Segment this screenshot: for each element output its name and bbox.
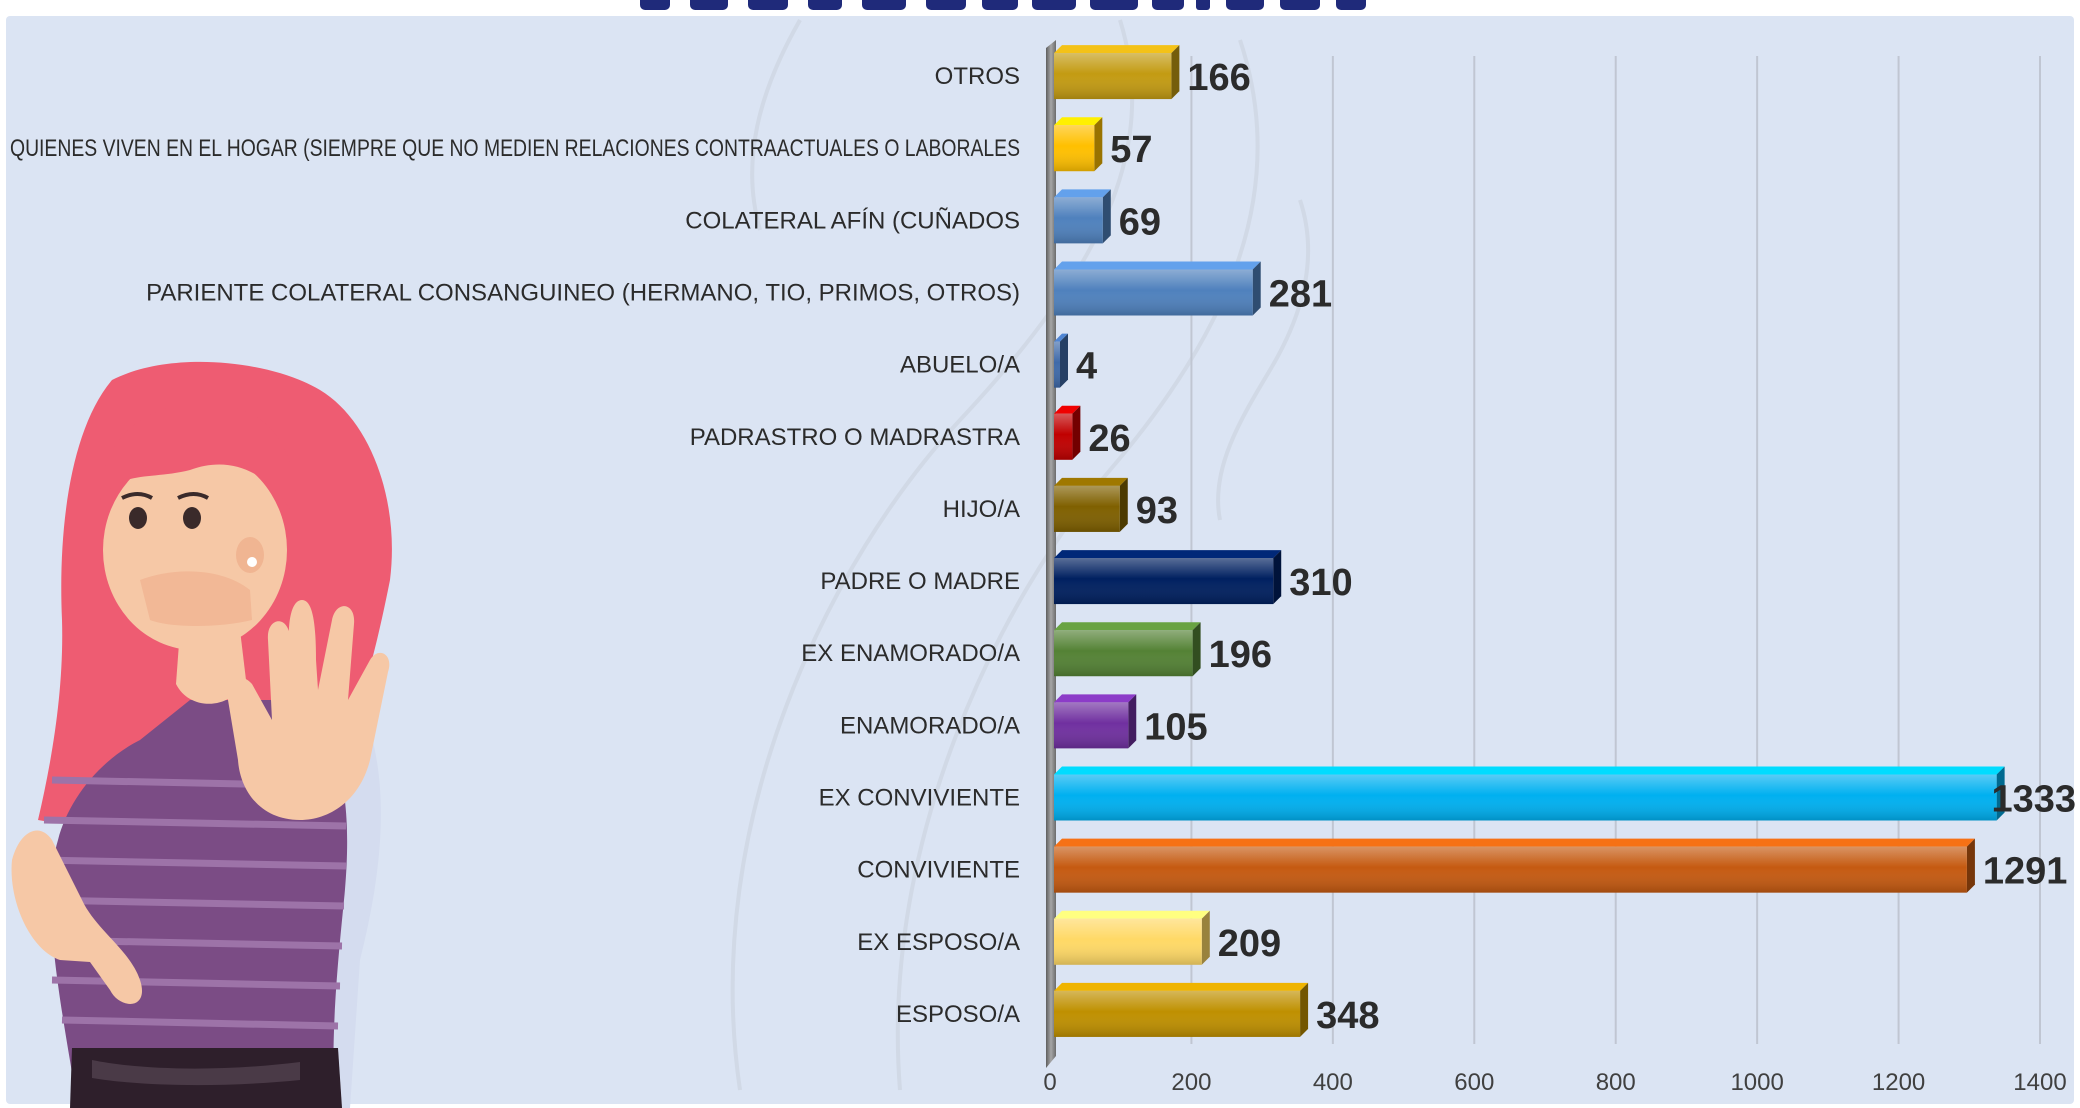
category-label: OTROS bbox=[935, 63, 1020, 90]
value-label: 166 bbox=[1187, 57, 1250, 99]
value-label: 57 bbox=[1110, 129, 1152, 171]
value-label: 196 bbox=[1209, 634, 1272, 676]
x-tick-label: 0 bbox=[1043, 1069, 1056, 1096]
bar bbox=[1054, 910, 1210, 965]
value-label: 1333 bbox=[1991, 779, 2076, 821]
x-tick-label: 400 bbox=[1313, 1069, 1353, 1096]
woman-stop-gesture-illustration bbox=[11, 361, 392, 1108]
bar bbox=[1054, 333, 1068, 388]
chart-gridlines bbox=[1046, 40, 2041, 1068]
bar bbox=[1054, 838, 1975, 893]
value-label: 310 bbox=[1289, 562, 1352, 604]
category-label: EX CONVIVIENTE bbox=[819, 785, 1020, 812]
category-labels: OTROS QUIENES VIVEN EN EL HOGAR (SIEMPRE … bbox=[10, 63, 1020, 1028]
bar bbox=[1054, 694, 1137, 749]
x-tick-label: 200 bbox=[1171, 1069, 1211, 1096]
category-label: ESPOSO/A bbox=[896, 1001, 1020, 1028]
category-label: EX ENAMORADO/A bbox=[801, 640, 1020, 667]
bar bbox=[1054, 622, 1201, 677]
value-label: 281 bbox=[1269, 274, 1332, 316]
cropped-title bbox=[640, 0, 1366, 10]
value-label: 1291 bbox=[1983, 851, 2068, 893]
category-label: CONVIVIENTE bbox=[857, 857, 1020, 884]
category-label: PARIENTE COLATERAL CONSANGUINEO (HERMANO… bbox=[146, 280, 1020, 307]
value-label: 69 bbox=[1119, 201, 1161, 243]
value-label: 209 bbox=[1218, 923, 1281, 965]
background-decoration bbox=[730, 19, 1311, 1091]
x-tick-label: 1000 bbox=[1730, 1069, 1783, 1096]
category-label: QUIENES VIVEN EN EL HOGAR (SIEMPRE QUE N… bbox=[10, 135, 1020, 162]
value-label: 4 bbox=[1076, 346, 1097, 388]
category-label: HIJO/A bbox=[943, 496, 1020, 523]
bar bbox=[1054, 189, 1111, 244]
x-axis-tick-labels: 0 200 400 600 800 1000 1200 1400 bbox=[1043, 1069, 2066, 1096]
x-tick-label: 1200 bbox=[1872, 1069, 1925, 1096]
category-label: COLATERAL AFÍN (CUÑADOS bbox=[685, 207, 1020, 234]
bar bbox=[1054, 766, 2005, 821]
axis-wall bbox=[1046, 40, 1056, 1068]
category-label: EX ESPOSO/A bbox=[857, 929, 1020, 956]
category-label: PADRE O MADRE bbox=[820, 568, 1020, 595]
value-label: 105 bbox=[1144, 706, 1207, 748]
category-label: PADRASTRO O MADRASTRA bbox=[690, 424, 1020, 451]
bar bbox=[1054, 550, 1282, 605]
x-tick-label: 1400 bbox=[2013, 1069, 2066, 1096]
bar bbox=[1054, 261, 1261, 316]
value-label: 26 bbox=[1088, 418, 1130, 460]
category-label: ABUELO/A bbox=[900, 352, 1020, 379]
value-label: 93 bbox=[1136, 490, 1178, 532]
category-label: ENAMORADO/A bbox=[840, 712, 1020, 739]
bar bbox=[1054, 117, 1103, 172]
bar bbox=[1054, 477, 1128, 532]
bar bbox=[1054, 982, 1309, 1037]
chart-bars bbox=[1054, 45, 2005, 1037]
x-tick-label: 600 bbox=[1454, 1069, 1494, 1096]
bar bbox=[1054, 405, 1081, 460]
x-tick-label: 800 bbox=[1596, 1069, 1636, 1096]
bar bbox=[1054, 45, 1180, 100]
value-label: 348 bbox=[1316, 995, 1379, 1037]
